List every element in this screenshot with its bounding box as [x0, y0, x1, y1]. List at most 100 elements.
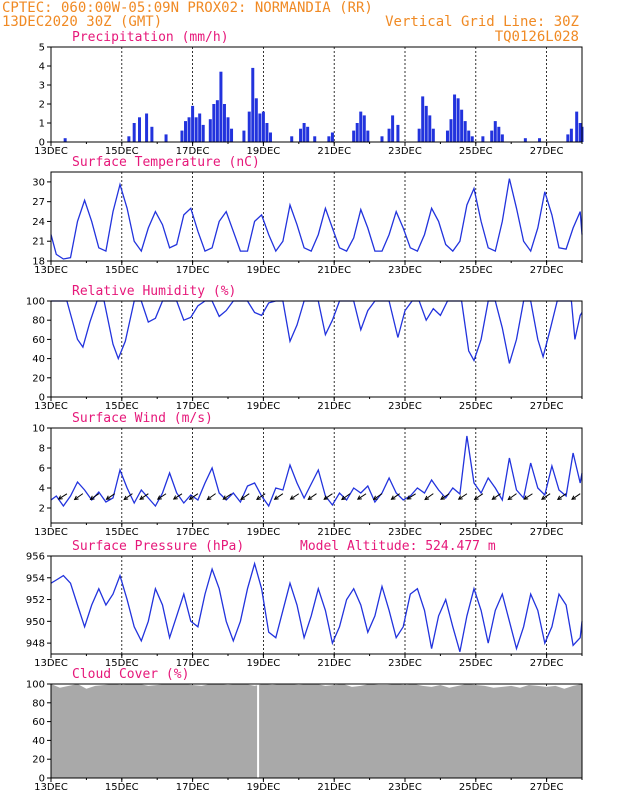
x-tick-label: 17DEC [176, 401, 210, 412]
x-tick-label: 19DEC [247, 658, 281, 669]
wind-arrow-shaft [440, 493, 450, 500]
wind-arrow [571, 493, 581, 500]
x-tick-label: 27DEC [530, 265, 564, 276]
x-tick-label: 19DEC [247, 265, 281, 276]
wind-arrow [440, 493, 450, 500]
precip-bar [352, 130, 356, 142]
wind-arrow-shaft [240, 493, 250, 500]
wind-arrow-shaft [507, 493, 517, 500]
wind-arrow-head [457, 495, 463, 500]
wind-arrow-shaft [523, 493, 533, 500]
panel-frame [50, 171, 583, 262]
precip-bar [463, 121, 467, 142]
wind-arrow-shaft [492, 493, 501, 500]
wind-arrow-shaft [207, 493, 216, 500]
y-tick-label: 4 [39, 62, 45, 73]
x-tick-label: 19DEC [247, 146, 281, 157]
wind-arrow-shaft [189, 493, 199, 500]
header-station: CPTEC: 060:00W-05:09N PROX02: NORMANDIA … [2, 0, 373, 16]
wind-arrow-head [424, 495, 430, 501]
wind-arrow [105, 493, 116, 500]
wind-arrow-shaft [474, 493, 484, 500]
wind-arrow-head [491, 495, 497, 500]
wind-arrow-shaft [74, 493, 84, 500]
wind-arrow-shaft [357, 493, 367, 500]
y-tick-label: 948 [26, 639, 45, 650]
wind-arrow-head [139, 495, 145, 500]
y-tick-label: 1 [39, 119, 45, 130]
wind-arrow-shaft [407, 493, 416, 500]
x-tick-label: 15DEC [105, 146, 139, 157]
wind-arrow [172, 493, 183, 500]
precip-bar [417, 128, 421, 142]
wind-arrow-shaft [290, 493, 300, 500]
panel-4: 948 950 952 954 956 13DEC 15DEC 17DEC 19DEC 21DEC… [26, 539, 583, 669]
y-tick-label: 21 [32, 237, 45, 248]
precip-bar [566, 134, 570, 142]
wind-arrow [341, 493, 351, 501]
wind-arrow-shaft [391, 493, 400, 500]
precip-bar [578, 123, 582, 142]
header-date: 13DEC2020 30Z (GMT) [2, 14, 162, 30]
precip-bar [453, 94, 457, 142]
y-tick-label: 30 [32, 177, 45, 188]
x-tick-label: 13DEC [34, 658, 68, 669]
precip-bar [387, 128, 391, 142]
precip-bar [194, 117, 198, 142]
wind-arrow-head [206, 495, 212, 501]
panel-0: 0 1 2 3 4 5 13DEC 15DEC 17DEC 19DEC 21DEC 23DEC 25DE… [34, 30, 584, 157]
x-tick-label: 19DEC [247, 782, 281, 793]
panel-title: Relative Humidity (%) [72, 284, 236, 299]
precip-bar [127, 136, 131, 142]
panel-title: Precipitation (mm/h) [72, 30, 229, 45]
precip-bar [180, 130, 184, 142]
y-tick-label: 10 [32, 424, 45, 435]
x-tick-label: 27DEC [530, 782, 564, 793]
wind-arrow-head [541, 495, 546, 500]
wind-arrow-head [57, 495, 63, 500]
x-tick-label: 19DEC [247, 527, 281, 538]
wind-arrow-head [341, 495, 346, 501]
y-tick-label: 3 [39, 81, 45, 92]
precip-bar [424, 105, 428, 142]
wind-arrow-shaft [123, 493, 133, 500]
panel-frame [50, 555, 583, 655]
y-tick-label: 5 [39, 43, 45, 54]
precip-bar [191, 105, 195, 142]
y-tick-label: 40 [32, 354, 45, 365]
x-tick-label: 21DEC [317, 146, 351, 157]
x-tick-label: 21DEC [317, 527, 351, 538]
y-tick-label: 27 [32, 197, 45, 208]
panel-3: 2 4 6 8 10 13DEC 15DEC 17DEC 19DEC 21DEC 23DEC 25DE… [32, 411, 583, 538]
precip-bar [164, 134, 168, 142]
x-tick-label: 13DEC [34, 265, 68, 276]
wind-arrow [188, 493, 199, 500]
cloud-cover-area [51, 684, 582, 778]
y-tick-label: 952 [26, 595, 45, 606]
wind-arrow [541, 493, 551, 500]
x-tick-label: 23DEC [388, 146, 422, 157]
y-tick-label: 950 [26, 617, 45, 628]
precip-bar [187, 117, 191, 142]
y-tick-label: 60 [32, 335, 45, 346]
precip-bar [445, 130, 449, 142]
precip-bar [428, 115, 432, 142]
x-tick-label: 23DEC [388, 658, 422, 669]
wind-arrow-shaft [307, 493, 317, 500]
wind-arrow [491, 493, 501, 500]
wind-arrow [139, 493, 149, 500]
x-tick-label: 21DEC [317, 658, 351, 669]
x-tick-label: 19DEC [247, 401, 281, 412]
wind-arrow [123, 493, 133, 501]
precip-bar [481, 136, 485, 142]
y-tick-label: 2 [39, 100, 45, 111]
precip-bar [251, 67, 255, 142]
wind-arrow-head [289, 495, 295, 500]
precip-bar [226, 117, 230, 142]
precip-bar [63, 138, 67, 142]
y-tick-label: 956 [26, 552, 45, 563]
wind-arrow-head [307, 495, 313, 500]
wind-arrow [356, 493, 367, 500]
wind-arrow-head [273, 495, 279, 500]
precip-bar [299, 128, 303, 142]
